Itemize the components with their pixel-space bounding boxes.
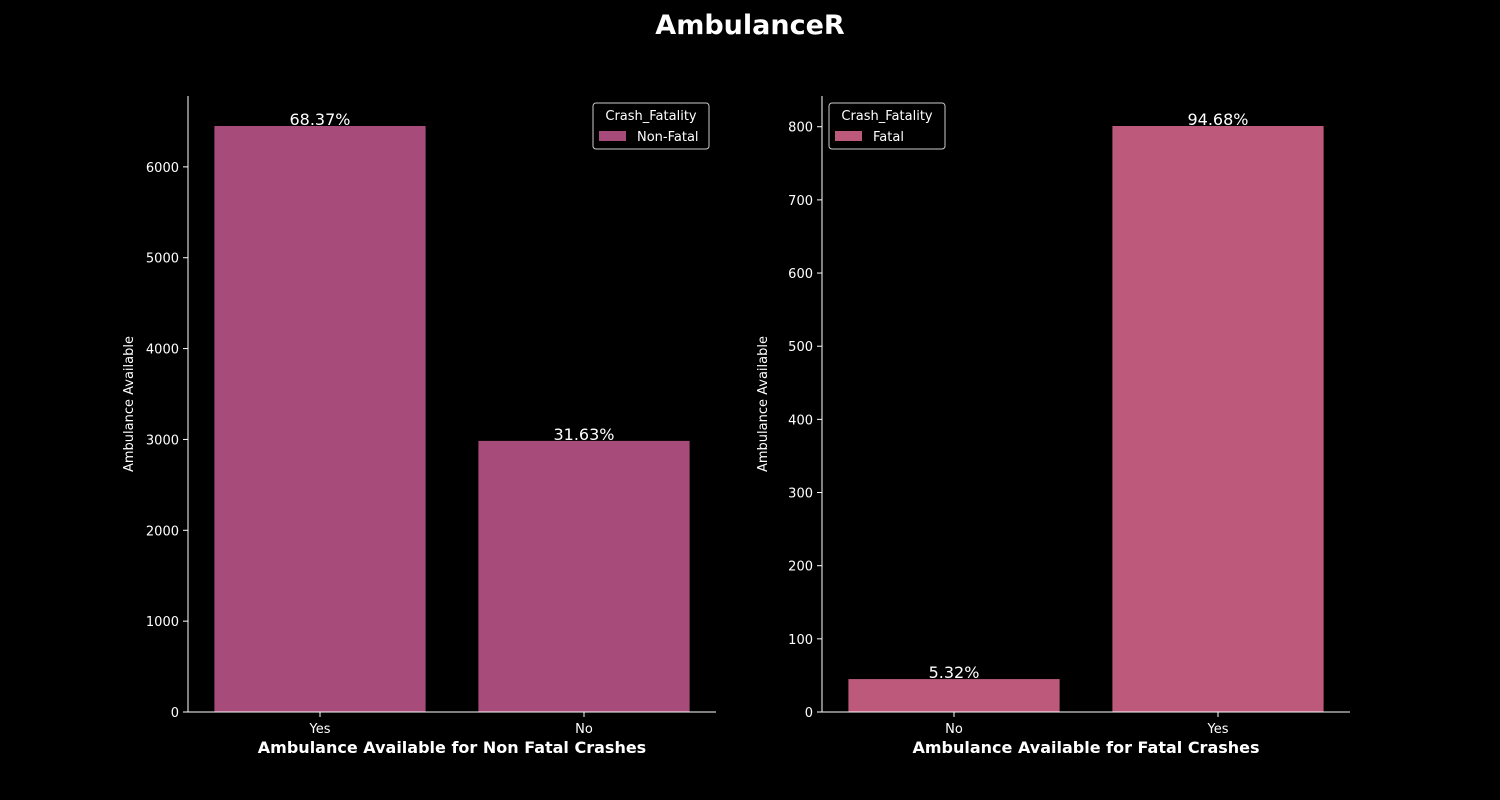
x-tick-label: No <box>945 722 963 737</box>
y-tick-label: 2000 <box>146 524 179 539</box>
chart-panel-1: 68.37% 31.63% 0 1000 2000 3000 4000 5000 6000 Yes… <box>122 96 716 757</box>
legend: Crash_Fatality Fatal <box>828 102 946 150</box>
bar-yes <box>1112 125 1324 713</box>
x-tick-label: No <box>575 722 593 737</box>
legend-entry-label: Fatal <box>873 130 904 145</box>
y-tick-label: 500 <box>788 340 813 355</box>
legend-entry-label: Non-Fatal <box>637 130 699 145</box>
y-axis-label: Ambulance Available <box>756 336 771 472</box>
figure-title: AmbulanceR <box>655 10 845 41</box>
bar-no <box>478 440 690 712</box>
y-tick-label: 300 <box>788 487 813 502</box>
y-tick-label: 4000 <box>146 343 179 358</box>
x-tick-label: Yes <box>1207 722 1229 737</box>
x-axis-label: Ambulance Available for Non Fatal Crashe… <box>258 738 646 757</box>
legend-swatch <box>835 131 862 141</box>
bar-no <box>848 679 1060 712</box>
legend: Crash_Fatality Non-Fatal <box>592 102 710 150</box>
y-tick-label: 600 <box>788 267 813 282</box>
y-tick-label: 400 <box>788 413 813 428</box>
y-tick-label: 0 <box>805 706 813 721</box>
legend-title: Crash_Fatality <box>841 109 933 124</box>
bar-yes <box>214 125 426 712</box>
x-axis-label: Ambulance Available for Fatal Crashes <box>912 738 1259 757</box>
x-tick-label: Yes <box>309 722 331 737</box>
legend-swatch <box>599 131 626 141</box>
y-tick-label: 0 <box>171 706 179 721</box>
y-tick-label: 100 <box>788 633 813 648</box>
bar-data-label: 94.68% <box>1187 110 1248 129</box>
y-tick-label: 1000 <box>146 615 179 630</box>
y-tick-label: 700 <box>788 194 813 209</box>
y-tick-label: 6000 <box>146 161 179 176</box>
bar-data-label: 68.37% <box>289 110 350 129</box>
y-axis-label: Ambulance Available <box>122 336 137 472</box>
y-tick-label: 5000 <box>146 252 179 267</box>
y-tick-label: 3000 <box>146 433 179 448</box>
y-tick-label: 800 <box>788 121 813 136</box>
bar-data-label: 31.63% <box>553 425 614 444</box>
bar-data-label: 5.32% <box>929 663 980 682</box>
legend-title: Crash_Fatality <box>605 109 697 124</box>
y-tick-label: 200 <box>788 560 813 575</box>
chart-panel-2: 5.32% 94.68% 0 100 200 300 400 500 600 700 800 No Ye… <box>756 96 1350 757</box>
